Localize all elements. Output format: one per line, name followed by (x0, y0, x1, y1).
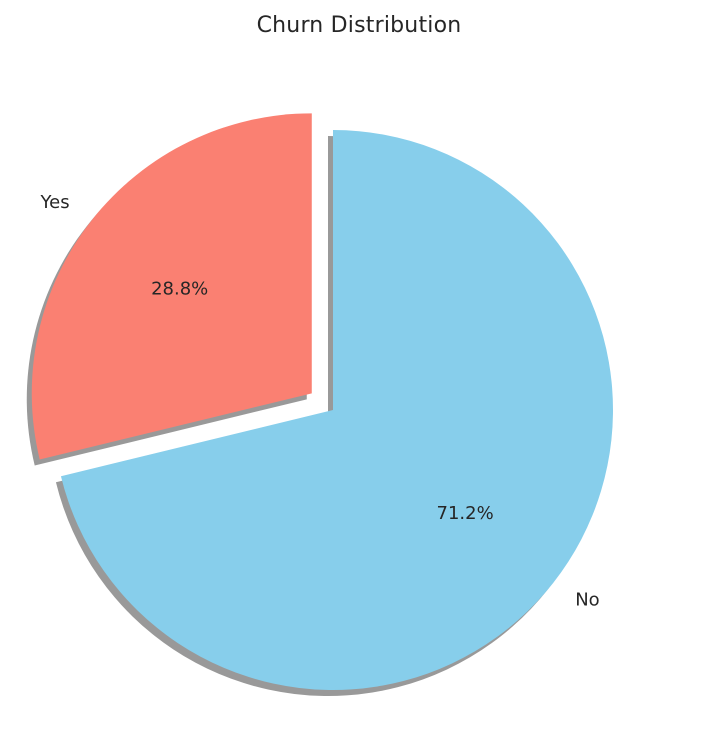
slice-percent-no: 71.2% (437, 503, 494, 524)
chart-title: Churn Distribution (256, 13, 462, 38)
pie-slice-no (60, 130, 613, 690)
pie-slice-yes (31, 113, 312, 460)
label-layer: No 71.2% Yes 28.8% (40, 192, 600, 610)
slice-label-no: No (575, 589, 599, 610)
slice-label-yes: Yes (40, 192, 70, 213)
slice-percent-yes: 28.8% (151, 279, 208, 300)
slice-layer (31, 113, 613, 690)
